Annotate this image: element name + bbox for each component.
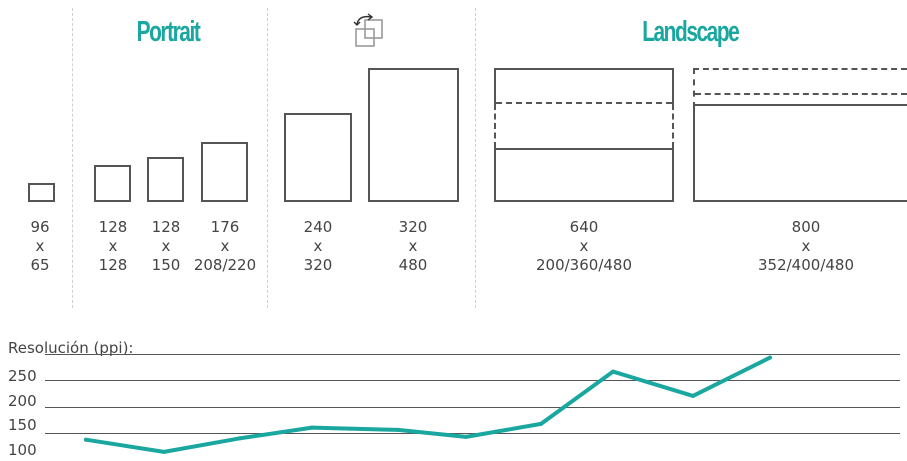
screen-320x480 [368,68,459,202]
y-tick-250: 250 [8,367,37,385]
size-label: 96 x 65 [30,218,50,274]
resolution-point [396,427,400,432]
resolution-point [768,355,772,360]
screen-96x65 [28,183,55,202]
y-tick-100: 100 [8,441,37,459]
y-tick-200: 200 [8,392,37,410]
separator [72,8,73,308]
resolution-point [238,436,242,441]
resolution-point [691,393,695,398]
screen-640x360-edge [496,102,672,104]
resolution-line-chart [84,355,772,454]
y-tick-150: 150 [8,416,37,434]
screen-800x400-edge [695,93,907,95]
landscape-title: Landscape [642,16,740,48]
screen-176x220 [201,142,248,202]
size-label: 240 x 320 [303,218,333,274]
gridline [45,433,900,434]
screen-128x150 [147,157,184,202]
resolution-point [162,449,166,454]
screen-240x320 [284,113,352,202]
resolution-point [464,434,468,439]
gridline [45,407,900,408]
size-label: 176 x 208/220 [193,218,257,274]
screen-128x128 [94,165,131,202]
resolution-label: Resolución (ppi): [8,339,134,357]
size-label: 800 x 352/400/480 [758,218,854,274]
separator [475,8,476,308]
resolution-series-line [84,355,772,454]
screen-800x480-outline [693,68,907,108]
screen-640x360-sides [494,104,674,148]
resolution-point [84,437,88,442]
gridline [45,354,900,355]
separator [267,8,268,308]
resolution-point [611,369,615,374]
resolution-point [539,421,543,426]
size-label: 320 x 480 [398,218,428,274]
screen-640x200-edge [496,148,672,150]
size-label: 128 x 128 [98,218,128,274]
resolution-point [310,425,314,430]
size-label: 640 x 200/360/480 [536,218,632,274]
portrait-title: Portrait [136,16,201,48]
screen-800x352 [693,104,907,202]
size-label: 128 x 150 [151,218,181,274]
rotate-icon [351,12,391,48]
gridline [45,380,900,381]
